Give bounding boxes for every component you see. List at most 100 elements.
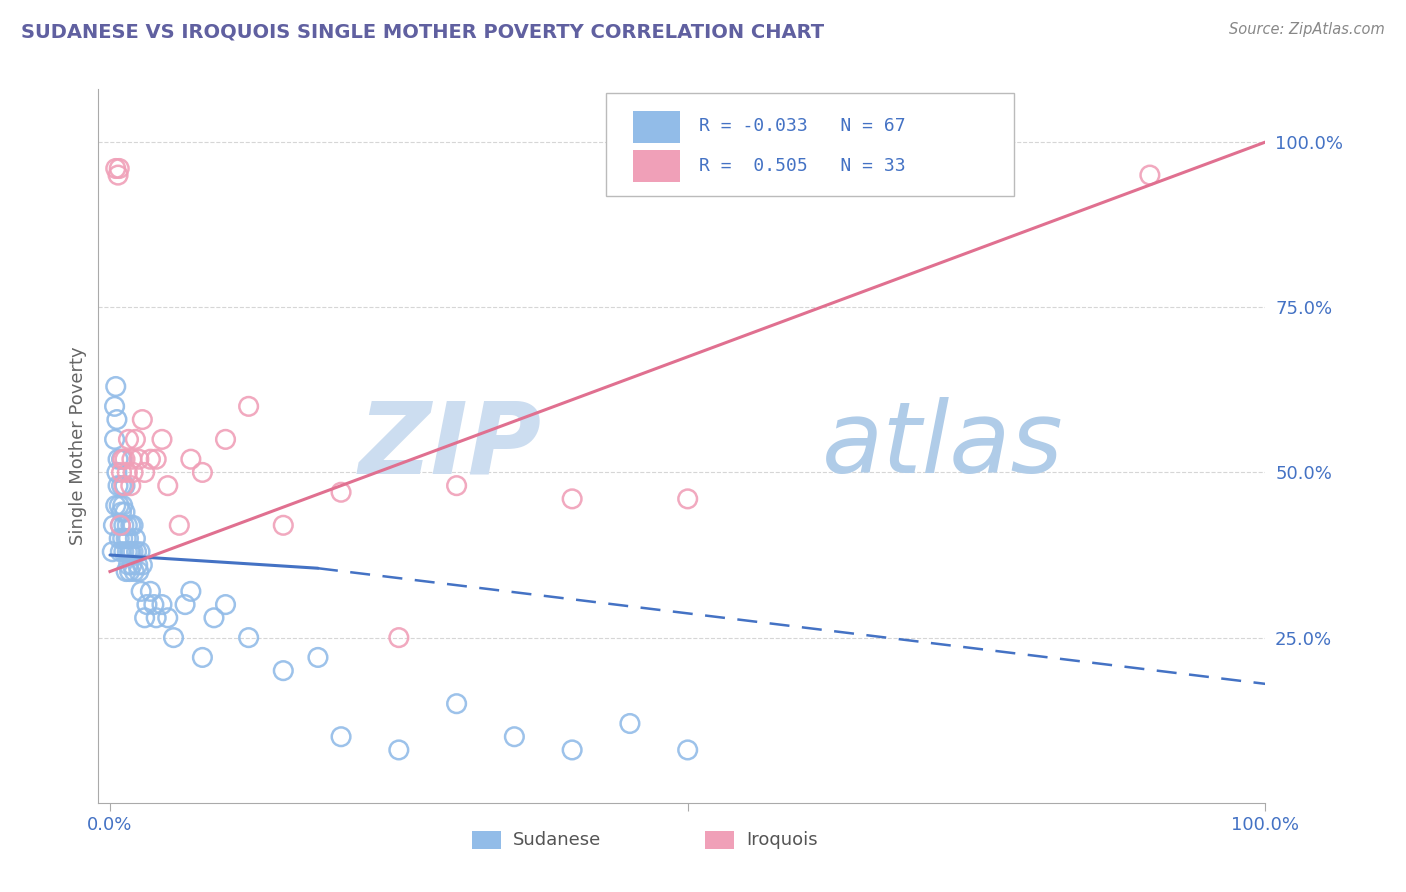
Text: R =  0.505   N = 33: R = 0.505 N = 33 — [699, 157, 905, 175]
Bar — [633, 111, 679, 143]
Point — [214, 433, 236, 447]
Point — [101, 545, 124, 559]
Point — [107, 168, 129, 182]
Point — [134, 611, 156, 625]
Point — [104, 499, 127, 513]
Point — [117, 518, 139, 533]
Text: Iroquois: Iroquois — [747, 831, 818, 849]
Point — [122, 466, 145, 480]
Point — [446, 478, 468, 492]
Point — [561, 743, 583, 757]
Point — [108, 161, 131, 176]
Point — [118, 545, 141, 559]
Point — [121, 558, 143, 572]
Point — [330, 485, 353, 500]
Point — [129, 584, 152, 599]
Point — [118, 565, 141, 579]
Point — [191, 650, 214, 665]
Point — [115, 532, 138, 546]
Point — [180, 584, 202, 599]
Text: R = -0.033   N = 67: R = -0.033 N = 67 — [699, 118, 905, 136]
Point — [111, 499, 134, 513]
Bar — [633, 150, 679, 182]
Point — [124, 433, 146, 447]
Point — [145, 452, 167, 467]
Point — [162, 631, 184, 645]
Point — [124, 532, 146, 546]
Point — [128, 452, 150, 467]
Point — [145, 611, 167, 625]
Point — [110, 505, 132, 519]
Point — [676, 743, 699, 757]
Point — [307, 650, 329, 665]
Point — [150, 433, 173, 447]
Point — [191, 466, 214, 480]
Point — [134, 466, 156, 480]
Text: ZIP: ZIP — [359, 398, 541, 494]
Text: Sudanese: Sudanese — [513, 831, 600, 849]
Point — [110, 518, 132, 533]
Point — [105, 412, 128, 426]
Point — [104, 400, 127, 414]
Point — [120, 518, 142, 533]
Point — [110, 452, 132, 467]
Point — [111, 532, 134, 546]
Point — [108, 499, 131, 513]
Bar — [472, 831, 501, 849]
Point — [503, 730, 526, 744]
Point — [1139, 168, 1161, 182]
Bar — [706, 831, 734, 849]
Point — [127, 558, 149, 572]
Point — [107, 478, 129, 492]
Point — [271, 664, 294, 678]
Point — [388, 743, 411, 757]
Point — [142, 598, 165, 612]
Point — [120, 545, 142, 559]
Point — [121, 452, 143, 467]
Point — [110, 545, 132, 559]
Point — [131, 412, 153, 426]
Point — [110, 518, 132, 533]
Point — [108, 532, 131, 546]
Point — [111, 452, 134, 467]
Point — [136, 598, 159, 612]
Point — [114, 478, 136, 492]
Text: atlas: atlas — [823, 398, 1063, 494]
Point — [114, 452, 136, 467]
Point — [129, 545, 152, 559]
Point — [110, 466, 132, 480]
Point — [117, 532, 139, 546]
Point — [117, 466, 139, 480]
Point — [115, 565, 138, 579]
Point — [446, 697, 468, 711]
FancyBboxPatch shape — [606, 93, 1015, 196]
Point — [238, 400, 260, 414]
Point — [125, 545, 148, 559]
Point — [131, 558, 153, 572]
Point — [561, 491, 583, 506]
Point — [676, 491, 699, 506]
Point — [238, 631, 260, 645]
Point — [619, 716, 641, 731]
Point — [330, 730, 353, 744]
Point — [104, 161, 127, 176]
Point — [139, 584, 162, 599]
Point — [271, 518, 294, 533]
Point — [105, 466, 128, 480]
Point — [117, 558, 139, 572]
Point — [112, 478, 135, 492]
Point — [150, 598, 173, 612]
Point — [110, 478, 132, 492]
Point — [180, 452, 202, 467]
Point — [112, 545, 135, 559]
Point — [169, 518, 191, 533]
Y-axis label: Single Mother Poverty: Single Mother Poverty — [69, 347, 87, 545]
Point — [122, 518, 145, 533]
Point — [202, 611, 225, 625]
Point — [117, 545, 139, 559]
Point — [112, 518, 135, 533]
Point — [104, 433, 127, 447]
Point — [214, 598, 236, 612]
Point — [122, 545, 145, 559]
Point — [104, 379, 127, 393]
